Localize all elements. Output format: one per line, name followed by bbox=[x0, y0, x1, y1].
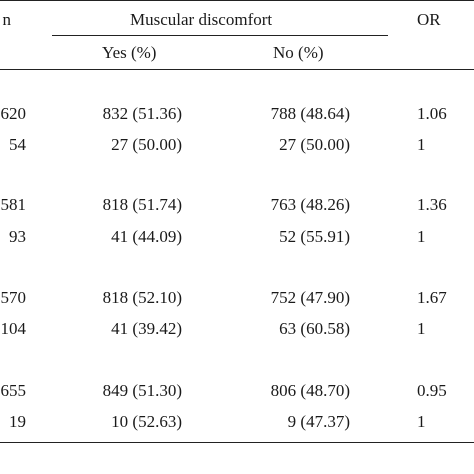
cell-n: 1620 bbox=[0, 104, 26, 123]
column-header-n: n bbox=[2, 10, 12, 29]
table-bottom-rule bbox=[0, 442, 474, 443]
cell-no: 63 (60.58) bbox=[279, 319, 350, 338]
cell-yes: 41 (44.09) bbox=[111, 227, 182, 246]
column-group-header-muscular-discomfort: Muscular discomfort bbox=[130, 10, 273, 29]
cell-or: 1 bbox=[417, 227, 426, 246]
cell-yes: 10 (52.63) bbox=[111, 412, 182, 431]
cell-yes: 818 (52.10) bbox=[102, 288, 182, 307]
column-header-no: No (%) bbox=[273, 43, 324, 62]
cell-n: 19 bbox=[9, 412, 26, 431]
column-header-yes: Yes (%) bbox=[102, 43, 157, 62]
header-bottom-rule bbox=[0, 69, 474, 70]
cell-no: 806 (48.70) bbox=[270, 381, 350, 400]
cell-yes: 27 (50.00) bbox=[111, 135, 182, 154]
cell-no: 27 (50.00) bbox=[279, 135, 350, 154]
cell-or: 1 bbox=[417, 135, 426, 154]
cell-no: 788 (48.64) bbox=[270, 104, 350, 123]
cell-or: 1 bbox=[417, 319, 426, 338]
cell-no: 752 (47.90) bbox=[270, 288, 350, 307]
cell-n: 54 bbox=[9, 135, 26, 154]
cell-yes: 41 (39.42) bbox=[111, 319, 182, 338]
cell-or: 1.36 bbox=[417, 195, 447, 214]
cell-no: 763 (48.26) bbox=[270, 195, 350, 214]
column-header-or: OR bbox=[417, 10, 441, 29]
cell-n: 93 bbox=[9, 227, 26, 246]
cell-or: 1 bbox=[417, 412, 426, 431]
cell-or: 1.06 bbox=[417, 104, 447, 123]
cell-yes: 818 (51.74) bbox=[102, 195, 182, 214]
cell-no: 52 (55.91) bbox=[279, 227, 350, 246]
group-header-underline bbox=[52, 35, 388, 36]
cell-or: 0.95 bbox=[417, 381, 447, 400]
table-top-rule bbox=[0, 0, 474, 1]
cell-yes: 849 (51.30) bbox=[102, 381, 182, 400]
cell-or: 1.67 bbox=[417, 288, 447, 307]
cell-no: 9 (47.37) bbox=[287, 412, 350, 431]
cell-yes: 832 (51.36) bbox=[102, 104, 182, 123]
cell-n: 104 bbox=[0, 319, 27, 338]
